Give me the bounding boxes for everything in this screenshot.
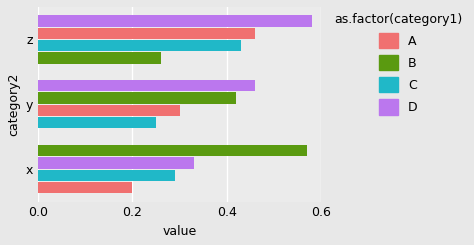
- X-axis label: value: value: [163, 225, 197, 238]
- Bar: [38, 157, 194, 169]
- Bar: [38, 80, 255, 91]
- Bar: [38, 105, 180, 116]
- Bar: [38, 52, 161, 63]
- Bar: [38, 117, 156, 128]
- Bar: [38, 145, 307, 156]
- Y-axis label: category2: category2: [7, 73, 20, 136]
- Bar: [38, 15, 312, 26]
- Bar: [38, 92, 236, 104]
- Bar: [38, 182, 132, 193]
- Bar: [38, 27, 255, 39]
- Bar: [38, 40, 241, 51]
- Legend: A, B, C, D: A, B, C, D: [330, 9, 466, 118]
- Bar: [38, 170, 175, 181]
